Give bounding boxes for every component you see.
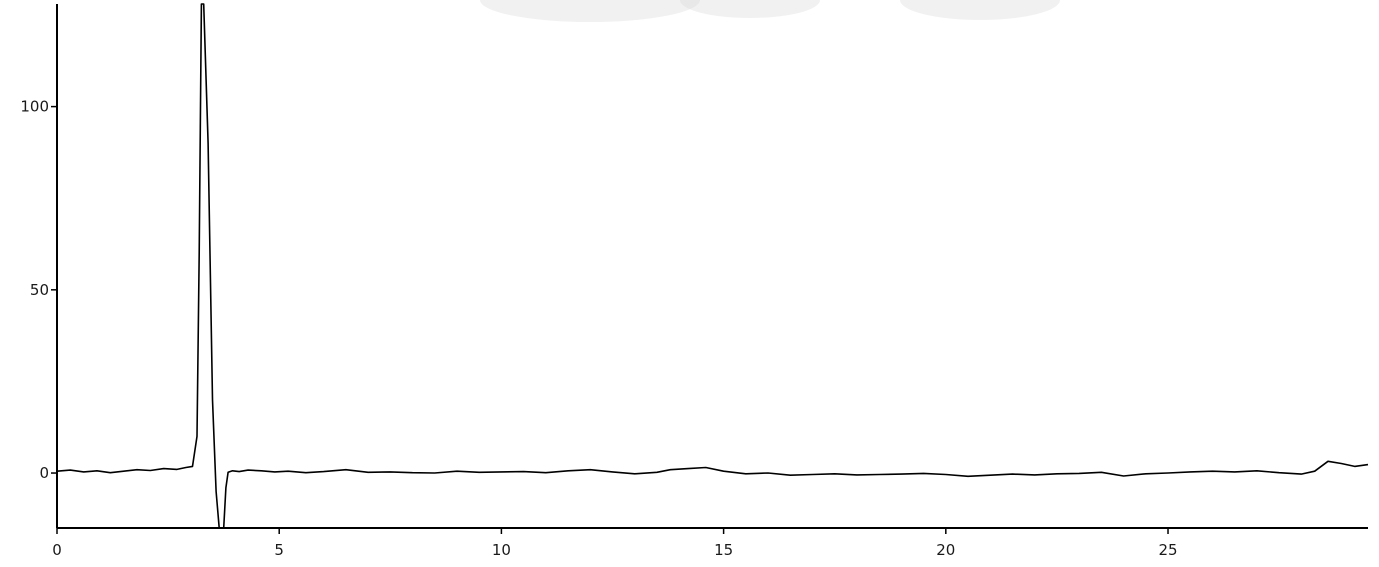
x-tick-label: 25	[1158, 541, 1177, 559]
ticks: 0 5 10 15 20 25 0 50 100	[20, 98, 1177, 559]
x-tick-label: 5	[274, 541, 284, 559]
y-tick-label: 100	[20, 98, 49, 116]
axes	[56, 4, 1368, 529]
x-tick-label: 0	[52, 541, 62, 559]
y-tick-label: 0	[39, 464, 49, 482]
x-tick-label: 15	[714, 541, 733, 559]
x-tick-label: 20	[936, 541, 955, 559]
watermark-decoration	[480, 0, 1060, 22]
x-tick-label: 10	[492, 541, 511, 559]
y-tick-label: 50	[30, 281, 49, 299]
series-line-0	[56, 3, 1369, 529]
plot-marks	[56, 3, 1369, 529]
